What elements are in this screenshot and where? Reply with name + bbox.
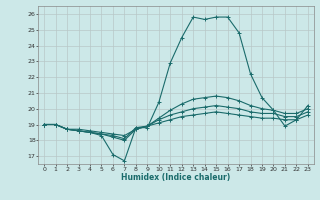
X-axis label: Humidex (Indice chaleur): Humidex (Indice chaleur) [121, 173, 231, 182]
